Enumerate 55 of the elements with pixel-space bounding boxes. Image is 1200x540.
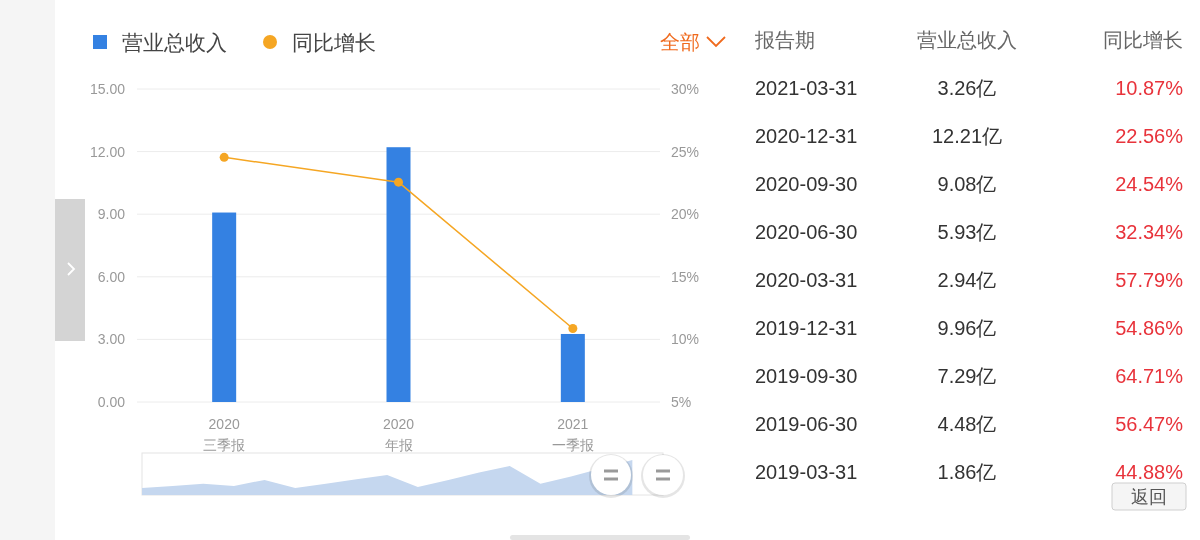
data-label: 54.86% [1115, 317, 1184, 339]
category-label: 2020-06-30 [755, 221, 858, 243]
category-label: 2019-12-31 [755, 317, 858, 339]
text: 全部 [660, 31, 700, 53]
data-label: 1.86亿 [937, 461, 997, 483]
x-tick-label: 2021 一季报 [551, 416, 594, 453]
bar [212, 212, 237, 402]
x-tick-label: 2020 年报 [382, 416, 415, 453]
y-tick-label: 12.00 [89, 143, 126, 160]
y2-tick-label: 5% [671, 394, 692, 410]
bar [386, 147, 411, 402]
point [394, 177, 403, 187]
data-label: 5.93亿 [937, 221, 997, 243]
data-label: 9.96亿 [937, 317, 997, 339]
data-label: 2.94亿 [937, 269, 997, 291]
data-label: 32.34% [1115, 221, 1184, 243]
y2-tick-label: 30% [671, 81, 700, 97]
y-tick-label: 6.00 [97, 268, 126, 285]
text: 返回 [1131, 487, 1167, 507]
y2-tick-label: 15% [671, 268, 700, 285]
text: 营业总收入 [917, 29, 1017, 51]
y2-tick-label: 10% [671, 331, 700, 348]
data-label: 22.56% [1115, 125, 1184, 147]
category-label: 2021-03-31 [755, 77, 858, 99]
data-label: 57.79% [1115, 269, 1184, 291]
y-tick-label: 0.00 [97, 394, 126, 410]
text: 报告期 [754, 29, 815, 51]
category-label: 2020-03-31 [755, 269, 858, 291]
y2-tick-label: 25% [671, 143, 700, 160]
category-label: 2020-12-31 [755, 125, 858, 147]
category-label: 2019-03-31 [755, 461, 858, 483]
category-label: 2019-09-30 [755, 365, 858, 387]
data-label: 44.88% [1115, 461, 1184, 483]
legend-label: 营业总收入 [122, 30, 227, 54]
data-label: 3.26亿 [937, 77, 997, 99]
data-label: 64.71% [1115, 365, 1184, 387]
text: 同比增长 [1103, 29, 1183, 51]
y2-tick-label: 20% [671, 206, 700, 223]
data-label: 24.54% [1115, 173, 1184, 195]
data-label: 7.29亿 [937, 365, 997, 387]
data-label: 56.47% [1115, 413, 1184, 435]
y-tick-label: 3.00 [97, 331, 126, 348]
bar [560, 333, 585, 402]
legend-label: 同比增长 [292, 30, 376, 54]
y-tick-label: 15.00 [89, 81, 126, 97]
y-tick-label: 9.00 [97, 206, 126, 223]
data-label: 9.08亿 [937, 173, 997, 195]
point [568, 324, 578, 334]
data-label: 10.87% [1115, 77, 1184, 99]
data-label: 12.21亿 [931, 125, 1003, 147]
category-label: 2020-09-30 [755, 173, 858, 195]
category-label: 2019-06-30 [755, 413, 858, 435]
point [219, 152, 229, 162]
x-tick-label: 2020 三季报 [203, 416, 246, 453]
data-label: 4.48亿 [937, 413, 997, 435]
